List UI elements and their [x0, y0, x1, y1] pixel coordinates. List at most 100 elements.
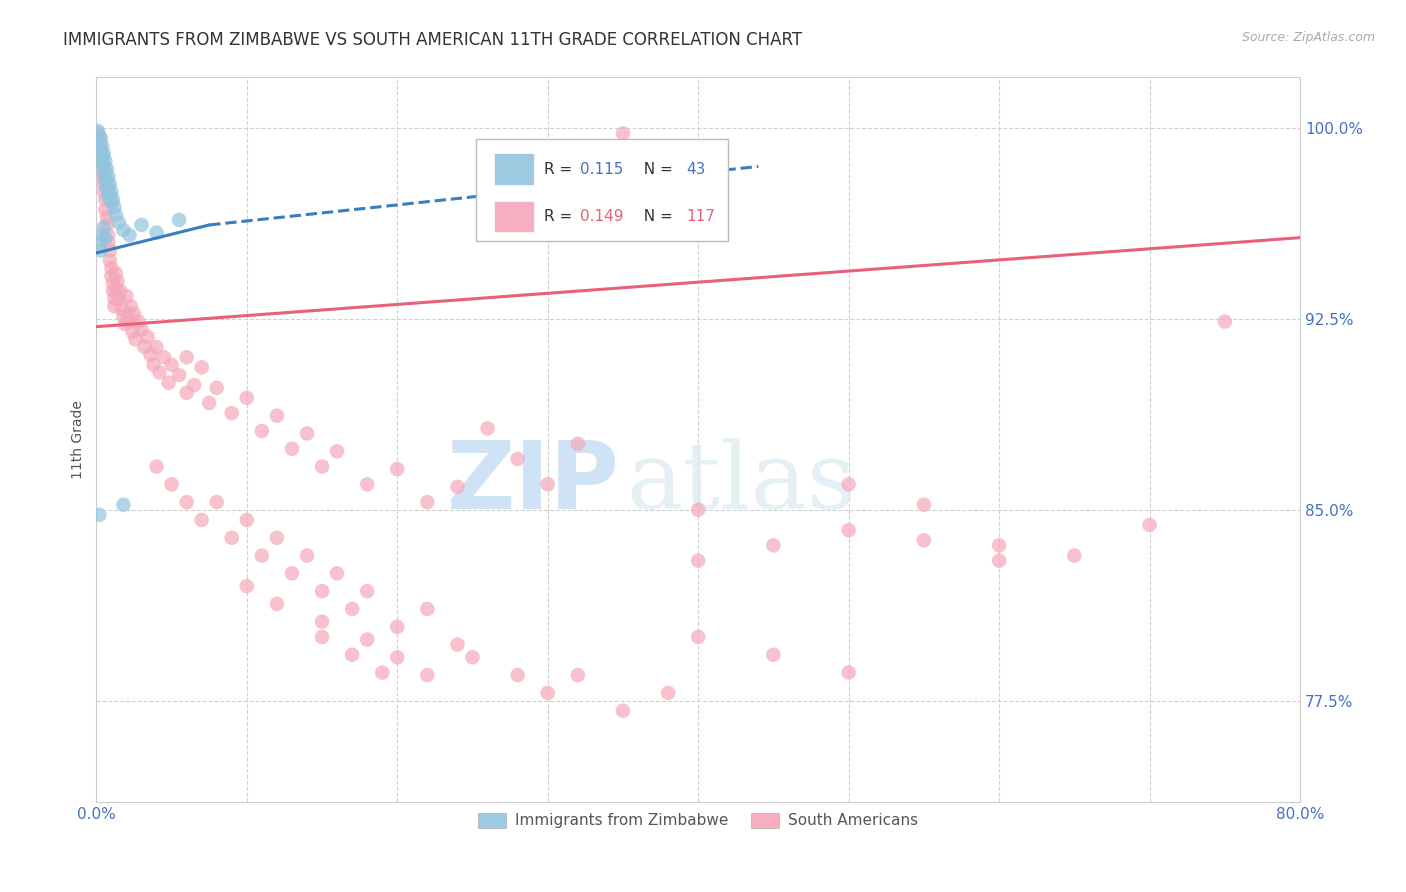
Point — [446, 638, 468, 652]
Point — [94, 193, 117, 207]
Point — [91, 160, 114, 174]
Point — [311, 584, 333, 599]
Point — [416, 495, 439, 509]
Point — [131, 322, 153, 336]
Point — [567, 668, 589, 682]
Point — [117, 307, 139, 321]
Point — [657, 686, 679, 700]
Point — [762, 538, 785, 552]
Point — [93, 157, 115, 171]
Point — [124, 332, 146, 346]
Point — [94, 175, 117, 189]
Point — [1139, 518, 1161, 533]
Point — [167, 212, 190, 227]
Point — [118, 315, 141, 329]
Point — [118, 228, 141, 243]
Point — [148, 366, 170, 380]
Point — [205, 495, 228, 509]
Point — [688, 503, 710, 517]
Point — [838, 665, 860, 680]
Point — [91, 149, 114, 163]
Point — [93, 220, 115, 235]
Point — [97, 228, 120, 243]
Point — [104, 281, 127, 295]
Text: atlas: atlas — [626, 438, 855, 528]
Point — [114, 317, 136, 331]
Point — [100, 185, 122, 199]
Point — [94, 154, 117, 169]
Point — [762, 648, 785, 662]
Point — [371, 665, 394, 680]
Point — [295, 549, 318, 563]
Point — [97, 169, 120, 184]
Text: ZIP: ZIP — [447, 437, 620, 529]
Point — [326, 444, 349, 458]
Point — [281, 566, 304, 581]
Point — [142, 358, 165, 372]
Point — [121, 325, 143, 339]
Point — [612, 704, 634, 718]
Point — [340, 648, 363, 662]
Point — [108, 215, 131, 229]
Point — [87, 124, 110, 138]
Text: 43: 43 — [686, 161, 706, 177]
Point — [416, 602, 439, 616]
Point — [387, 650, 409, 665]
Point — [87, 127, 110, 141]
Point — [183, 378, 205, 392]
Point — [145, 226, 167, 240]
Text: Source: ZipAtlas.com: Source: ZipAtlas.com — [1241, 31, 1375, 45]
Text: 0.115: 0.115 — [581, 161, 624, 177]
Point — [96, 161, 118, 176]
Text: N =: N = — [634, 161, 678, 177]
Point — [115, 289, 138, 303]
Point — [108, 292, 131, 306]
Point — [250, 549, 273, 563]
Text: R =: R = — [544, 161, 578, 177]
Point — [91, 228, 114, 243]
FancyBboxPatch shape — [494, 201, 534, 232]
Point — [160, 477, 183, 491]
Point — [160, 358, 183, 372]
Point — [221, 406, 243, 420]
Point — [838, 477, 860, 491]
Point — [96, 182, 118, 196]
Point — [98, 253, 121, 268]
Point — [112, 310, 135, 324]
Point — [912, 533, 935, 548]
Point — [91, 160, 114, 174]
Point — [104, 266, 127, 280]
Point — [221, 531, 243, 545]
Point — [838, 523, 860, 537]
Point — [103, 200, 125, 214]
Y-axis label: 11th Grade: 11th Grade — [72, 401, 86, 479]
Point — [266, 409, 288, 423]
Point — [198, 396, 221, 410]
FancyBboxPatch shape — [475, 139, 728, 241]
Point — [89, 134, 111, 148]
Point — [157, 376, 180, 390]
Text: IMMIGRANTS FROM ZIMBABWE VS SOUTH AMERICAN 11TH GRADE CORRELATION CHART: IMMIGRANTS FROM ZIMBABWE VS SOUTH AMERIC… — [63, 31, 803, 49]
Point — [131, 218, 153, 232]
Point — [93, 146, 115, 161]
Point — [89, 128, 111, 143]
Point — [266, 531, 288, 545]
Point — [1063, 549, 1085, 563]
FancyBboxPatch shape — [494, 153, 534, 185]
Point — [416, 668, 439, 682]
Point — [104, 208, 127, 222]
Point — [89, 508, 111, 522]
Point — [120, 299, 142, 313]
Point — [236, 513, 259, 527]
Point — [311, 615, 333, 629]
Text: 117: 117 — [686, 209, 716, 224]
Point — [134, 340, 156, 354]
Point — [91, 169, 114, 184]
Point — [446, 480, 468, 494]
Point — [567, 436, 589, 450]
Point — [90, 131, 112, 145]
Point — [988, 554, 1011, 568]
Point — [100, 261, 122, 276]
Point — [236, 579, 259, 593]
Point — [100, 268, 122, 283]
